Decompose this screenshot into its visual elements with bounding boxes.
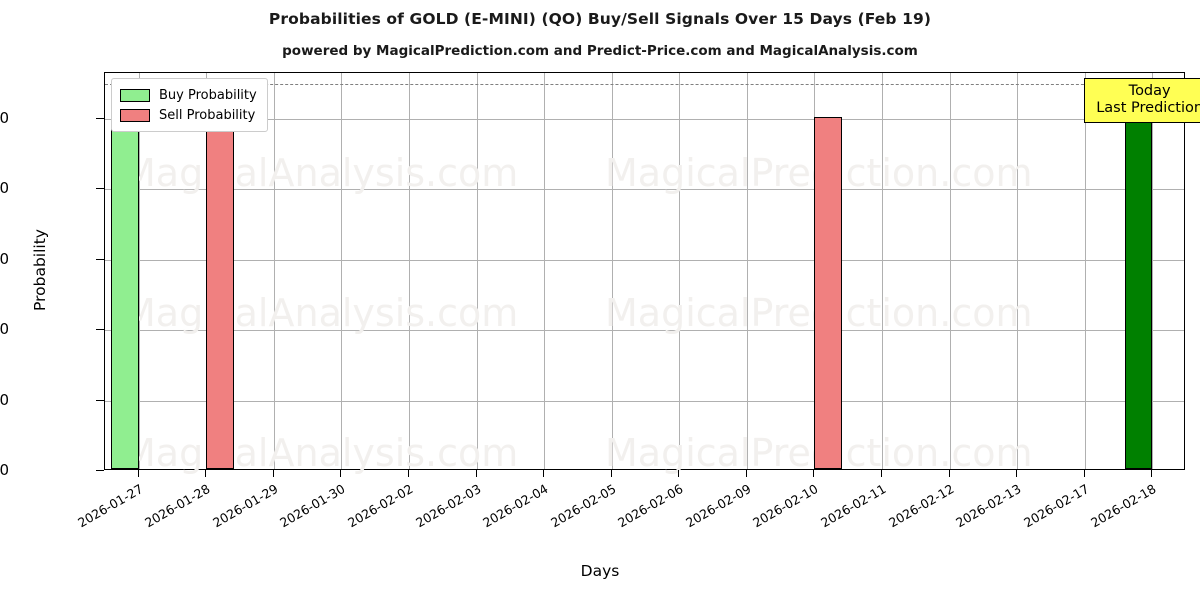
y-axis-tick-mark <box>96 117 104 119</box>
y-axis-label: Probability <box>31 229 49 311</box>
bar-sell <box>814 116 843 469</box>
legend-swatch-sell <box>120 108 150 122</box>
chart-legend[interactable]: Buy Probability Sell Probability <box>111 78 268 132</box>
gridline-vertical <box>341 73 343 469</box>
y-axis-tick-mark <box>96 470 104 471</box>
x-axis-tick-mark <box>745 470 747 477</box>
y-axis-tick-mark <box>96 258 104 260</box>
watermark-magicalanalysis: MagicalAnalysis.com <box>123 431 519 475</box>
gridline-vertical <box>409 73 411 469</box>
gridline-horizontal <box>105 189 1184 191</box>
x-axis-tick-mark <box>813 470 815 477</box>
x-axis-tick-mark <box>1016 470 1018 477</box>
gridline-vertical <box>1152 73 1154 469</box>
gridline-horizontal <box>105 118 1184 120</box>
y-axis-tick-mark <box>96 329 104 331</box>
x-axis-tick-mark <box>678 470 680 477</box>
x-axis-tick-mark <box>205 470 207 477</box>
legend-swatch-buy <box>120 88 150 102</box>
bar-sell <box>206 116 235 469</box>
legend-item-sell[interactable]: Sell Probability <box>120 105 257 125</box>
gridline-vertical <box>273 73 275 469</box>
today-annotation-line1: Today <box>1128 83 1171 99</box>
gridline-vertical <box>1017 73 1019 469</box>
y-axis-tick-label: 20 <box>0 390 9 409</box>
x-axis-label: Days <box>580 562 620 580</box>
reference-dashed-line <box>105 83 1184 85</box>
x-axis-tick-mark <box>272 470 274 477</box>
gridline-horizontal <box>105 400 1184 402</box>
y-axis-tick-mark <box>96 399 104 401</box>
y-axis-tick-mark <box>96 188 104 190</box>
gridline-vertical <box>1084 73 1086 469</box>
chart-subtitle: powered by MagicalPrediction.com and Pre… <box>282 43 918 59</box>
gridline-vertical <box>544 73 546 469</box>
x-axis-tick-mark <box>475 470 477 477</box>
x-axis-tick-mark <box>340 470 342 477</box>
y-axis-tick-label: 0 <box>0 461 9 479</box>
gridline-vertical <box>611 73 613 469</box>
legend-item-buy[interactable]: Buy Probability <box>120 85 257 105</box>
gridline-vertical <box>138 73 140 469</box>
y-axis-tick-label: 40 <box>0 320 9 339</box>
x-axis-tick-mark <box>543 470 545 477</box>
gridline-vertical <box>949 73 951 469</box>
watermark-magicalanalysis: MagicalAnalysis.com <box>123 291 519 335</box>
x-axis-tick-mark <box>1151 470 1153 477</box>
y-axis-tick-label: 60 <box>0 249 9 268</box>
legend-label-sell: Sell Probability <box>159 107 256 123</box>
gridline-horizontal <box>105 259 1184 261</box>
x-axis-tick-mark <box>408 470 410 477</box>
today-annotation-line2: Last Prediction <box>1096 100 1200 117</box>
x-axis-tick-mark <box>610 470 612 477</box>
bar-buy <box>111 116 139 469</box>
gridline-vertical <box>679 73 681 469</box>
x-axis-tick-mark <box>1083 470 1085 477</box>
legend-label-buy: Buy Probability <box>159 87 257 103</box>
gridline-horizontal <box>105 330 1184 332</box>
gridline-vertical <box>476 73 478 469</box>
x-axis-tick-mark <box>137 470 139 477</box>
today-annotation: Today Last Prediction <box>1084 78 1200 124</box>
page-title: Probabilities of GOLD (E-MINI) (QO) Buy/… <box>268 10 932 28</box>
x-axis-tick-mark <box>880 470 882 477</box>
bar-today-highlight <box>1124 116 1153 469</box>
y-axis-tick-label: 100 <box>0 108 9 127</box>
gridline-vertical <box>746 73 748 469</box>
gridline-vertical <box>881 73 883 469</box>
y-axis-tick-label: 80 <box>0 179 9 198</box>
x-axis-tick-mark <box>948 470 950 477</box>
